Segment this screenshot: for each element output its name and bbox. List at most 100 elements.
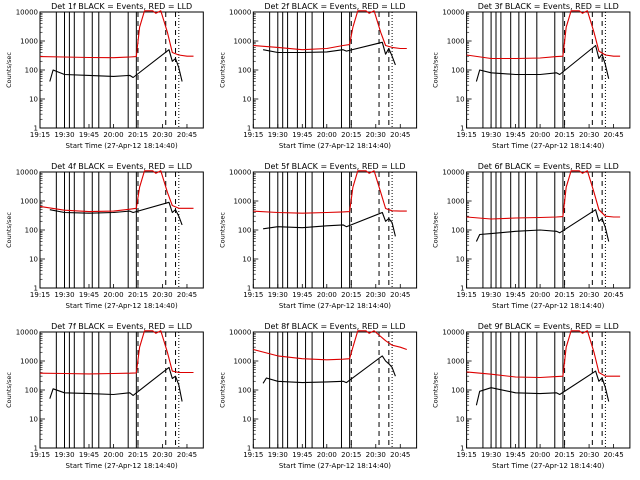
y-tick-label: 100: [451, 67, 464, 75]
y-tick-label: 10000: [229, 169, 251, 177]
x-tick-label: 19:45: [292, 291, 312, 299]
series-line-black: [49, 366, 183, 402]
series-line-red: [466, 170, 621, 220]
x-tick-label: 19:45: [79, 451, 99, 459]
series-line-black: [475, 44, 610, 82]
panel-title: Det 4f BLACK = Events, RED = LLD: [51, 162, 192, 171]
y-tick-label: 1000: [233, 198, 251, 206]
detector-panel: Det 3f BLACK = Events, RED = LLD Counts/s…: [432, 2, 631, 150]
x-tick-label: 19:30: [481, 291, 501, 299]
y-tick-label: 10: [456, 96, 465, 104]
x-tick-label: 19:15: [457, 291, 477, 299]
y-tick-label: 10000: [229, 329, 251, 337]
y-tick-label: 100: [451, 227, 464, 235]
y-tick-label: 100: [25, 387, 38, 395]
series-line-red: [253, 10, 407, 51]
detector-panel: Det 1f BLACK = Events, RED = LLD Counts/s…: [5, 2, 204, 150]
x-tick-label: 19:45: [505, 451, 525, 459]
x-tick-label: 19:15: [243, 451, 263, 459]
y-tick-label: 1000: [20, 358, 38, 366]
x-tick-label: 20:15: [554, 131, 574, 139]
series-line-black: [262, 41, 396, 66]
x-tick-label: 19:45: [79, 291, 99, 299]
x-tick-label: 19:30: [268, 291, 288, 299]
x-tick-label: 20:15: [341, 291, 361, 299]
x-tick-label: 19:30: [481, 131, 501, 139]
panel-title: Det 3f BLACK = Events, RED = LLD: [478, 2, 619, 11]
panel-title: Det 8f BLACK = Events, RED = LLD: [264, 322, 405, 331]
x-tick-label: 20:00: [530, 451, 550, 459]
y-tick-label: 10: [29, 256, 38, 264]
y-tick-label: 1: [460, 125, 464, 133]
x-tick-label: 20:30: [152, 291, 172, 299]
detector-panel: Det 6f BLACK = Events, RED = LLD Counts/s…: [432, 162, 631, 310]
y-tick-label: 10000: [442, 329, 464, 337]
x-tick-label: 20:45: [177, 131, 197, 139]
y-axis-label: Counts/sec: [5, 212, 13, 248]
x-tick-label: 20:45: [603, 291, 623, 299]
x-tick-label: 20:45: [390, 451, 410, 459]
x-tick-label: 20:00: [530, 131, 550, 139]
series-line-black: [263, 211, 396, 237]
y-tick-label: 1: [460, 285, 464, 293]
panel-title: Det 5f BLACK = Events, RED = LLD: [264, 162, 405, 171]
x-tick-label: 20:45: [603, 131, 623, 139]
y-tick-label: 10000: [442, 9, 464, 17]
x-axis-label: Start Time (27-Apr-12 18:14:40): [492, 462, 604, 470]
x-axis-label: Start Time (27-Apr-12 18:14:40): [66, 142, 178, 150]
x-tick-label: 19:15: [457, 451, 477, 459]
x-tick-label: 19:30: [481, 451, 501, 459]
x-tick-label: 20:00: [103, 451, 123, 459]
x-tick-label: 19:45: [505, 131, 525, 139]
panel-title: Det 2f BLACK = Events, RED = LLD: [264, 2, 405, 11]
x-tick-label: 20:45: [390, 131, 410, 139]
y-tick-label: 10: [242, 96, 251, 104]
x-tick-label: 19:15: [243, 291, 263, 299]
x-tick-label: 20:45: [603, 451, 623, 459]
x-tick-label: 19:45: [79, 131, 99, 139]
x-tick-label: 20:30: [366, 291, 386, 299]
y-tick-label: 1: [247, 445, 251, 453]
x-tick-label: 19:15: [30, 291, 50, 299]
x-tick-label: 20:00: [317, 451, 337, 459]
x-tick-label: 20:45: [177, 451, 197, 459]
x-tick-label: 20:30: [152, 451, 172, 459]
x-tick-label: 20:15: [341, 131, 361, 139]
y-axis-label: Counts/sec: [5, 372, 13, 408]
y-tick-label: 1: [34, 285, 38, 293]
y-axis-label: Counts/sec: [432, 52, 440, 88]
x-tick-label: 20:30: [579, 131, 599, 139]
x-tick-label: 19:30: [268, 131, 288, 139]
y-tick-label: 1000: [20, 38, 38, 46]
y-tick-label: 1: [460, 445, 464, 453]
x-tick-label: 19:45: [292, 451, 312, 459]
x-tick-label: 20:00: [317, 131, 337, 139]
series-line-black: [475, 209, 610, 242]
series-line-red: [253, 170, 407, 214]
x-tick-label: 20:45: [390, 291, 410, 299]
y-axis-label: Counts/sec: [5, 52, 13, 88]
x-axis-label: Start Time (27-Apr-12 18:14:40): [279, 462, 391, 470]
y-tick-label: 1000: [233, 38, 251, 46]
x-tick-label: 20:15: [128, 451, 148, 459]
x-axis-label: Start Time (27-Apr-12 18:14:40): [66, 462, 178, 470]
x-tick-label: 20:00: [103, 291, 123, 299]
y-axis-label: Counts/sec: [432, 372, 440, 408]
x-tick-label: 19:45: [292, 131, 312, 139]
x-axis-label: Start Time (27-Apr-12 18:14:40): [279, 142, 391, 150]
x-tick-label: 20:15: [341, 451, 361, 459]
y-tick-label: 100: [25, 67, 38, 75]
detector-panel: Det 8f BLACK = Events, RED = LLD Counts/s…: [218, 322, 418, 470]
y-tick-label: 10: [456, 256, 465, 264]
y-tick-label: 10: [456, 416, 465, 424]
x-tick-label: 20:30: [366, 131, 386, 139]
y-tick-label: 10000: [442, 169, 464, 177]
y-tick-label: 100: [25, 227, 38, 235]
series-line-red: [39, 330, 194, 375]
y-tick-label: 1: [247, 125, 251, 133]
y-axis-label: Counts/sec: [218, 52, 226, 88]
x-tick-label: 20:00: [103, 131, 123, 139]
series-line-red: [466, 330, 621, 379]
y-tick-label: 100: [238, 67, 251, 75]
